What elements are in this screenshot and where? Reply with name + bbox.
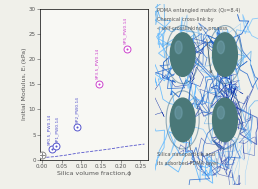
Y-axis label: Initial Modulus, Eᵢ (kPa): Initial Modulus, Eᵢ (kPa) bbox=[22, 48, 27, 120]
Circle shape bbox=[217, 106, 224, 119]
Text: SP5_PW0.14: SP5_PW0.14 bbox=[123, 17, 127, 44]
Circle shape bbox=[175, 106, 182, 119]
Text: SP3.5_PW0.14: SP3.5_PW0.14 bbox=[95, 48, 99, 79]
Circle shape bbox=[213, 98, 237, 142]
Circle shape bbox=[170, 98, 195, 142]
Circle shape bbox=[213, 33, 237, 76]
Circle shape bbox=[175, 41, 182, 54]
Text: PDMA entangled matrix (Q₀=8.4): PDMA entangled matrix (Q₀=8.4) bbox=[157, 8, 240, 13]
Circle shape bbox=[217, 41, 224, 54]
Text: SP2_PW0.14: SP2_PW0.14 bbox=[75, 96, 79, 123]
Text: Chemical cross-link by: Chemical cross-link by bbox=[157, 17, 213, 22]
Text: « self-crosslinking » process: « self-crosslinking » process bbox=[157, 26, 227, 31]
Text: its adsorbed PDMA layer: its adsorbed PDMA layer bbox=[157, 161, 218, 166]
Circle shape bbox=[170, 33, 195, 76]
Text: Silica nanoparticle and: Silica nanoparticle and bbox=[157, 152, 215, 157]
Text: SP0.5_PW0.14: SP0.5_PW0.14 bbox=[47, 114, 51, 145]
Text: SP1_PW0.14: SP1_PW0.14 bbox=[55, 116, 59, 143]
X-axis label: Silica volume fraction,ϕ: Silica volume fraction,ϕ bbox=[57, 171, 131, 176]
